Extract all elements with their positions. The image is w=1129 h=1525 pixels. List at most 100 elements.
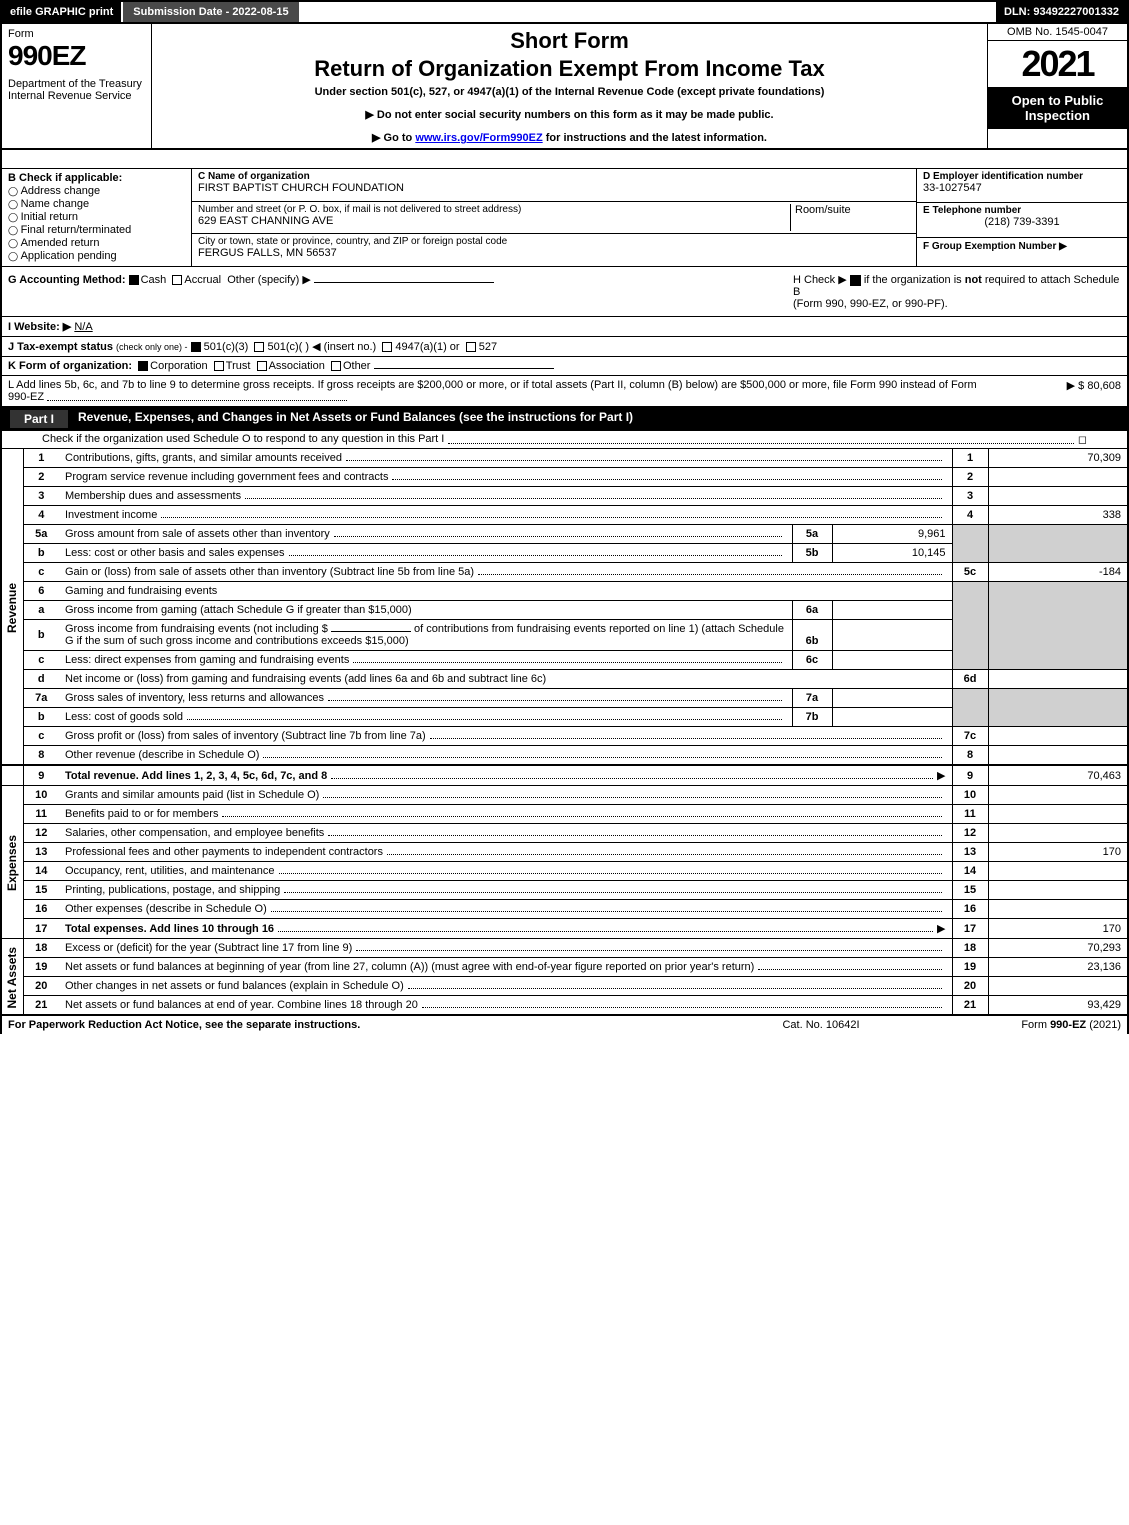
street-value: 629 EAST CHANNING AVE (198, 215, 790, 227)
box-val-7b (832, 708, 952, 727)
checkbox-501c[interactable] (254, 342, 264, 352)
efile-label[interactable]: efile GRAPHIC print (2, 2, 121, 22)
part-1-sub-checkbox[interactable]: ◻ (1078, 433, 1087, 446)
g-other-input[interactable] (314, 282, 494, 283)
topbar-spacer (299, 2, 996, 22)
checkbox-amended-return[interactable]: Amended return (8, 237, 185, 249)
checkbox-4947a1[interactable] (382, 342, 392, 352)
checkbox-schedule-b[interactable] (850, 275, 861, 286)
line-6: 6 Gaming and fundraising events (1, 582, 1128, 601)
amt-20 (988, 977, 1128, 996)
checkbox-accrual[interactable] (172, 275, 182, 285)
ln-9: 9 (23, 765, 59, 786)
checkbox-name-change[interactable]: Name change (8, 198, 185, 210)
j-opt3: 4947(a)(1) or (395, 341, 459, 353)
amt-8 (988, 746, 1128, 766)
l-dots (47, 393, 347, 401)
ref-20: 20 (952, 977, 988, 996)
desc-9: Total revenue. Add lines 1, 2, 3, 4, 5c,… (65, 770, 327, 782)
submission-date: Submission Date - 2022-08-15 (121, 2, 298, 22)
note2-post: for instructions and the latest informat… (543, 132, 767, 144)
j-opt2: 501(c)( ) ◀ (insert no.) (267, 341, 376, 353)
ln-5b: b (23, 544, 59, 563)
line-17: 17 Total expenses. Add lines 10 through … (1, 919, 1128, 939)
checkbox-527[interactable] (466, 342, 476, 352)
desc-6d: Net income or (loss) from gaming and fun… (65, 673, 546, 685)
amt-3 (988, 487, 1128, 506)
box-val-6b (832, 620, 952, 651)
checkbox-association[interactable] (257, 361, 267, 371)
irs-link[interactable]: www.irs.gov/Form990EZ (415, 132, 542, 144)
ln-6: 6 (23, 582, 59, 601)
ln-10: 10 (23, 786, 59, 805)
box-val-6a (832, 601, 952, 620)
ln-7c: c (23, 727, 59, 746)
ssn-warning: ▶ Do not enter social security numbers o… (158, 108, 981, 121)
ln-11: 11 (23, 805, 59, 824)
section-b-to-f: B Check if applicable: Address change Na… (0, 169, 1129, 267)
dln-label: DLN: 93492227001332 (996, 2, 1127, 22)
line-8: 8 Other revenue (describe in Schedule O)… (1, 746, 1128, 766)
box-ln-6b: 6b (792, 620, 832, 651)
room-suite-cell: Room/suite (790, 204, 910, 232)
phone-value: (218) 739-3391 (923, 216, 1121, 228)
city-label: City or town, state or province, country… (198, 236, 910, 247)
side-net-assets: Net Assets (1, 939, 23, 1016)
checkbox-cash[interactable] (129, 275, 139, 285)
instructions-link-row: ▶ Go to www.irs.gov/Form990EZ for instru… (158, 131, 981, 144)
ref-1: 1 (952, 449, 988, 468)
row-a-text: A For the 2021 calendar year, or tax yea… (8, 152, 502, 166)
c-label: C Name of organization (198, 171, 910, 182)
form-header: Form 990EZ Department of the Treasury In… (0, 24, 1129, 150)
box-ln-7a: 7a (792, 689, 832, 708)
input-6b[interactable] (331, 631, 411, 632)
line-2: 2 Program service revenue including gove… (1, 468, 1128, 487)
desc-7a: Gross sales of inventory, less returns a… (65, 692, 324, 704)
checkbox-other[interactable] (331, 361, 341, 371)
page-footer: For Paperwork Reduction Act Notice, see … (0, 1016, 1129, 1034)
desc-12: Salaries, other compensation, and employ… (65, 827, 324, 839)
side-rev-end (1, 765, 23, 786)
line-7c: c Gross profit or (loss) from sales of i… (1, 727, 1128, 746)
line-3: 3 Membership dues and assessments 3 (1, 487, 1128, 506)
desc-6: Gaming and fundraising events (59, 582, 952, 601)
street-row: Number and street (or P. O. box, if mail… (192, 202, 916, 235)
ref-9: 9 (952, 765, 988, 786)
checkbox-corporation[interactable] (138, 361, 148, 371)
g-label: G Accounting Method: (8, 274, 126, 286)
f-label: F Group Exemption Number ▶ (923, 241, 1067, 252)
ln-6b: b (23, 620, 59, 651)
ref-10: 10 (952, 786, 988, 805)
ln-15: 15 (23, 881, 59, 900)
line-4: 4 Investment income 4 338 (1, 506, 1128, 525)
checkbox-trust[interactable] (214, 361, 224, 371)
line-21: 21 Net assets or fund balances at end of… (1, 996, 1128, 1016)
ref-15: 15 (952, 881, 988, 900)
amt-7-shade (988, 689, 1128, 727)
k-other-input[interactable] (374, 368, 554, 369)
section-b: B Check if applicable: Address change Na… (2, 169, 192, 266)
g-cash: Cash (141, 274, 167, 286)
box-ln-5a: 5a (792, 525, 832, 544)
checkbox-501c3[interactable] (191, 342, 201, 352)
ln-12: 12 (23, 824, 59, 843)
amt-11 (988, 805, 1128, 824)
ln-3: 3 (23, 487, 59, 506)
checkbox-address-change[interactable]: Address change (8, 185, 185, 197)
footer-form-ref: 990-EZ (1050, 1019, 1086, 1031)
part-1-label: Part I (10, 410, 68, 428)
checkbox-final-return[interactable]: Final return/terminated (8, 224, 185, 236)
j-opt1: 501(c)(3) (204, 341, 249, 353)
box-val-7a (832, 689, 952, 708)
checkbox-application-pending[interactable]: Application pending (8, 250, 185, 262)
group-exemption-cell: F Group Exemption Number ▶ (917, 238, 1127, 260)
k-opt1: Corporation (150, 360, 207, 372)
row-i-website: I Website: ▶ N/A (0, 317, 1129, 337)
header-right: OMB No. 1545-0047 2021 Open to Public In… (987, 24, 1127, 148)
desc-5a: Gross amount from sale of assets other t… (65, 528, 330, 540)
line-20: 20 Other changes in net assets or fund b… (1, 977, 1128, 996)
checkbox-initial-return[interactable]: Initial return (8, 211, 185, 223)
ln-18: 18 (23, 939, 59, 958)
footer-right: Form 990-EZ (2021) (921, 1019, 1121, 1031)
part-1-table: Revenue 1 Contributions, gifts, grants, … (0, 449, 1129, 1016)
